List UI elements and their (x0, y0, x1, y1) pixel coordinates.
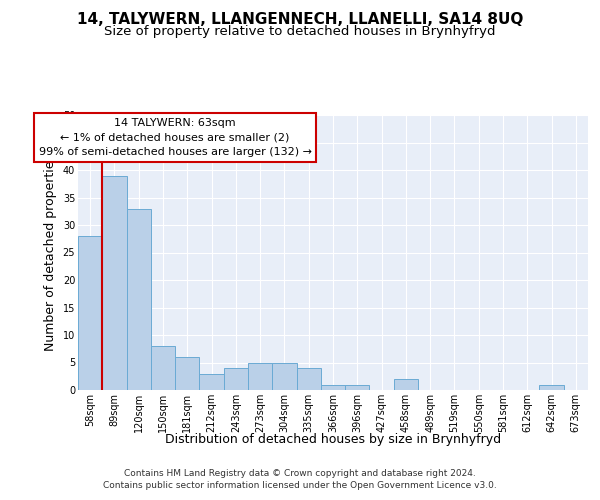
Y-axis label: Number of detached properties: Number of detached properties (44, 154, 57, 351)
Text: Distribution of detached houses by size in Brynhyfryd: Distribution of detached houses by size … (165, 432, 501, 446)
Bar (272, 362, 296, 390)
Bar (248, 362, 272, 390)
Bar (151, 346, 175, 390)
Bar (175, 357, 199, 390)
Bar (127, 208, 151, 390)
Text: 14 TALYWERN: 63sqm
← 1% of detached houses are smaller (2)
99% of semi-detached : 14 TALYWERN: 63sqm ← 1% of detached hous… (38, 118, 311, 158)
Bar (394, 379, 418, 390)
Text: Size of property relative to detached houses in Brynhyfryd: Size of property relative to detached ho… (104, 25, 496, 38)
Bar (199, 374, 224, 390)
Bar (78, 236, 102, 390)
Bar (539, 384, 564, 390)
Bar (296, 368, 321, 390)
Bar (102, 176, 127, 390)
Text: 14, TALYWERN, LLANGENNECH, LLANELLI, SA14 8UQ: 14, TALYWERN, LLANGENNECH, LLANELLI, SA1… (77, 12, 523, 28)
Bar (321, 384, 345, 390)
Bar (224, 368, 248, 390)
Text: Contains HM Land Registry data © Crown copyright and database right 2024.
Contai: Contains HM Land Registry data © Crown c… (103, 469, 497, 490)
Bar (345, 384, 370, 390)
